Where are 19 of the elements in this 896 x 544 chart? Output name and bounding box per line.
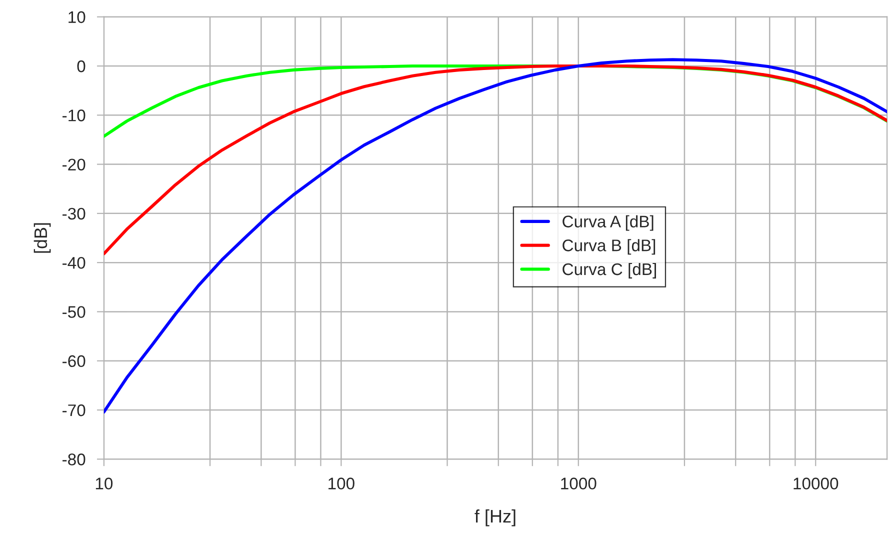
- y-axis-title: [dB]: [34, 223, 51, 253]
- x-tick-label: 1000: [561, 478, 596, 490]
- y-tick-label: -10: [62, 110, 86, 122]
- x-tick-label: 10000: [794, 478, 838, 490]
- y-tick-label: -80: [62, 454, 86, 466]
- y-tick-label: -50: [62, 306, 86, 318]
- y-tick-label: -30: [62, 208, 86, 220]
- legend-label: Curva B [dB]: [562, 239, 656, 255]
- y-tick-label: 10: [68, 11, 86, 24]
- y-tick-label: -20: [62, 158, 86, 170]
- x-axis-title: f [Hz]: [474, 509, 516, 526]
- x-tick-label: 10: [96, 478, 113, 490]
- y-tick-label: 0: [77, 60, 86, 72]
- legend-label: Curva A [dB]: [562, 215, 654, 231]
- x-tick-label: 100: [328, 478, 354, 490]
- legend-label: Curva C [dB]: [562, 262, 656, 278]
- y-tick-label: -40: [62, 256, 86, 269]
- y-tick-label: -60: [62, 355, 86, 368]
- y-tick-label: -70: [62, 404, 86, 416]
